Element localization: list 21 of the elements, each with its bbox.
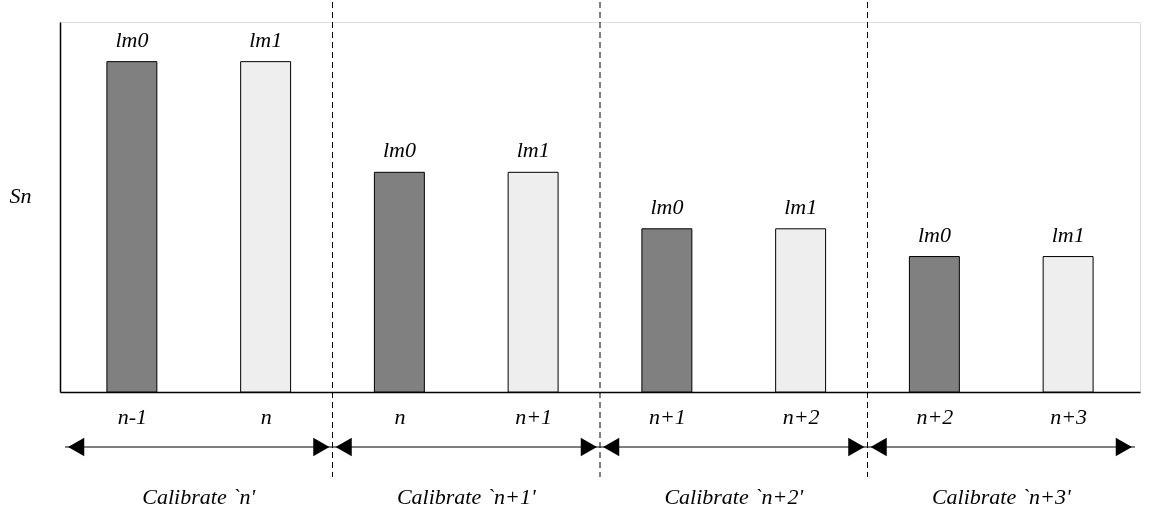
x-tick-label: n-1 — [117, 403, 148, 429]
x-tick-label: n+1 — [648, 403, 686, 429]
x-tick-label: n+3 — [1050, 403, 1088, 429]
text: lm0 — [917, 221, 951, 247]
series-label: lm0 — [115, 26, 149, 52]
text: lm0 — [650, 193, 684, 219]
x-tick-label: n+1 — [515, 403, 553, 429]
y-axis-title: Sn — [9, 182, 32, 208]
series-label: lm1 — [249, 26, 283, 52]
x-tick-label: n — [260, 403, 272, 429]
text: lm1 — [784, 193, 818, 219]
text: Calibrate `n' — [142, 484, 256, 509]
text: lm1 — [516, 137, 550, 163]
text: lm1 — [1051, 221, 1085, 247]
x-tick-label: n — [394, 403, 406, 429]
text: Calibrate `n+1' — [396, 484, 536, 509]
text: Calibrate `n+2' — [664, 484, 804, 509]
x-tick-label: n+2 — [782, 403, 820, 429]
text: lm0 — [382, 137, 416, 163]
x-tick-label: n+2 — [916, 403, 954, 429]
text: Calibrate `n+3' — [931, 484, 1071, 509]
